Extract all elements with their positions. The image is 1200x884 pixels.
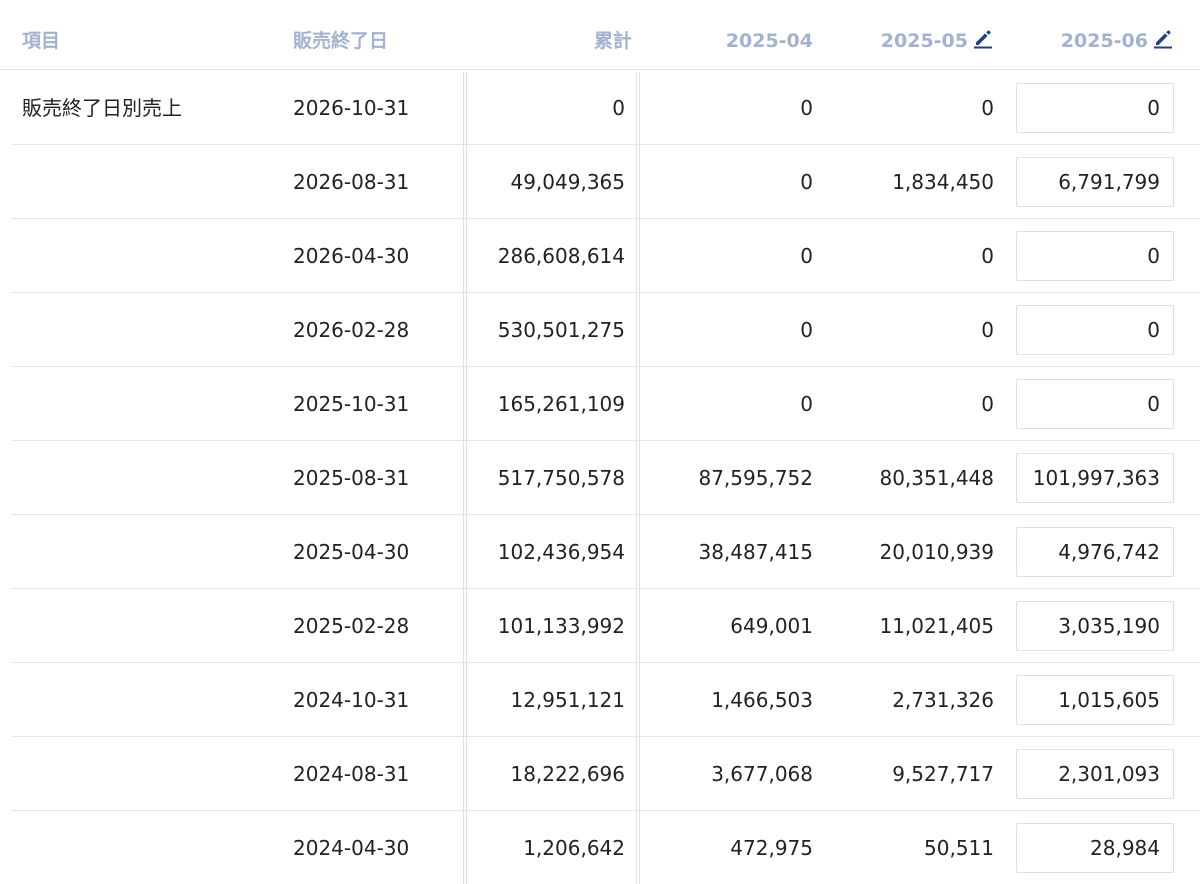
table-row: 2024-10-31 12,951,121 1,466,503 2,731,32… <box>12 663 1200 737</box>
end-date-cell: 2026-10-31 <box>293 96 410 120</box>
month-2025-04-cell: 0 <box>800 392 813 416</box>
table-row: 2025-08-31 517,750,578 87,595,752 80,351… <box>12 441 1200 515</box>
column-separator <box>463 72 467 884</box>
month-2025-06-input[interactable] <box>1016 527 1174 577</box>
month-2025-05-cell: 1,834,450 <box>892 170 994 194</box>
total-cell: 12,951,121 <box>510 688 625 712</box>
end-date-cell: 2026-08-31 <box>293 170 410 194</box>
column-header-2025-06-label: 2025-06 <box>1060 30 1148 52</box>
month-2025-04-cell: 0 <box>800 170 813 194</box>
month-2025-04-cell: 0 <box>800 96 813 120</box>
end-date-cell: 2025-08-31 <box>293 466 410 490</box>
month-2025-04-cell: 3,677,068 <box>711 762 813 786</box>
month-2025-05-cell: 20,010,939 <box>879 540 994 564</box>
table-header: 項目 販売終了日 累計 2025-04 2025-05 2025-06 <box>0 0 1200 70</box>
end-date-cell: 2024-08-31 <box>293 762 410 786</box>
month-2025-05-cell: 0 <box>981 318 994 342</box>
total-cell: 101,133,992 <box>497 614 625 638</box>
total-cell: 0 <box>612 96 625 120</box>
table-row: 2025-10-31 165,261,109 0 0 <box>12 367 1200 441</box>
month-2025-05-cell: 9,527,717 <box>892 762 994 786</box>
month-2025-05-cell: 50,511 <box>924 836 994 860</box>
table-row: 2025-04-30 102,436,954 38,487,415 20,010… <box>12 515 1200 589</box>
column-header-2025-06: 2025-06 <box>1000 26 1174 56</box>
month-2025-05-cell: 0 <box>981 96 994 120</box>
month-2025-04-cell: 87,595,752 <box>698 466 813 490</box>
table-row: 2024-08-31 18,222,696 3,677,068 9,527,71… <box>12 737 1200 811</box>
month-2025-06-input[interactable] <box>1016 83 1174 133</box>
pencil-icon[interactable] <box>1152 27 1174 49</box>
end-date-cell: 2024-04-30 <box>293 836 410 860</box>
total-cell: 517,750,578 <box>497 466 625 490</box>
month-2025-06-input[interactable] <box>1016 823 1174 873</box>
month-2025-04-cell: 649,001 <box>730 614 813 638</box>
table-row: 2024-04-30 1,206,642 472,975 50,511 <box>12 811 1200 884</box>
month-2025-06-input[interactable] <box>1016 749 1174 799</box>
month-2025-06-input[interactable] <box>1016 231 1174 281</box>
column-header-end-date: 販売終了日 <box>293 30 389 52</box>
total-cell: 18,222,696 <box>510 762 625 786</box>
table-row: 販売終了日別売上 2026-10-31 0 0 0 <box>12 71 1200 145</box>
month-2025-05-cell: 0 <box>981 244 994 268</box>
end-date-cell: 2026-02-28 <box>293 318 410 342</box>
month-2025-06-input[interactable] <box>1016 379 1174 429</box>
month-2025-06-input[interactable] <box>1016 453 1174 503</box>
column-header-total: 累計 <box>593 30 632 52</box>
month-2025-05-cell: 11,021,405 <box>879 614 994 638</box>
month-2025-06-input[interactable] <box>1016 601 1174 651</box>
pencil-icon[interactable] <box>972 27 994 49</box>
total-cell: 102,436,954 <box>497 540 625 564</box>
month-2025-04-cell: 38,487,415 <box>698 540 813 564</box>
month-2025-05-cell: 80,351,448 <box>879 466 994 490</box>
end-date-cell: 2025-02-28 <box>293 614 410 638</box>
column-separator <box>636 72 640 884</box>
end-date-cell: 2025-04-30 <box>293 540 410 564</box>
month-2025-04-cell: 0 <box>800 318 813 342</box>
total-cell: 530,501,275 <box>497 318 625 342</box>
total-cell: 1,206,642 <box>523 836 625 860</box>
month-2025-06-input[interactable] <box>1016 675 1174 725</box>
month-2025-04-cell: 0 <box>800 244 813 268</box>
end-date-cell: 2026-04-30 <box>293 244 410 268</box>
month-2025-05-cell: 0 <box>981 392 994 416</box>
total-cell: 286,608,614 <box>497 244 625 268</box>
category-label: 販売終了日別売上 <box>22 96 182 120</box>
end-date-cell: 2025-10-31 <box>293 392 410 416</box>
column-header-2025-05: 2025-05 <box>820 26 994 56</box>
table-row: 2026-04-30 286,608,614 0 0 <box>12 219 1200 293</box>
month-2025-04-cell: 1,466,503 <box>711 688 813 712</box>
table-row: 2026-08-31 49,049,365 0 1,834,450 <box>12 145 1200 219</box>
month-2025-04-cell: 472,975 <box>730 836 813 860</box>
month-2025-06-input[interactable] <box>1016 157 1174 207</box>
total-cell: 165,261,109 <box>497 392 625 416</box>
table-row: 2025-02-28 101,133,992 649,001 11,021,40… <box>12 589 1200 663</box>
month-2025-06-input[interactable] <box>1016 305 1174 355</box>
total-cell: 49,049,365 <box>510 170 625 194</box>
column-header-2025-04: 2025-04 <box>725 30 813 52</box>
column-header-item: 項目 <box>22 30 61 52</box>
end-date-cell: 2024-10-31 <box>293 688 410 712</box>
column-header-2025-05-label: 2025-05 <box>880 30 968 52</box>
month-2025-05-cell: 2,731,326 <box>892 688 994 712</box>
table-row: 2026-02-28 530,501,275 0 0 <box>12 293 1200 367</box>
